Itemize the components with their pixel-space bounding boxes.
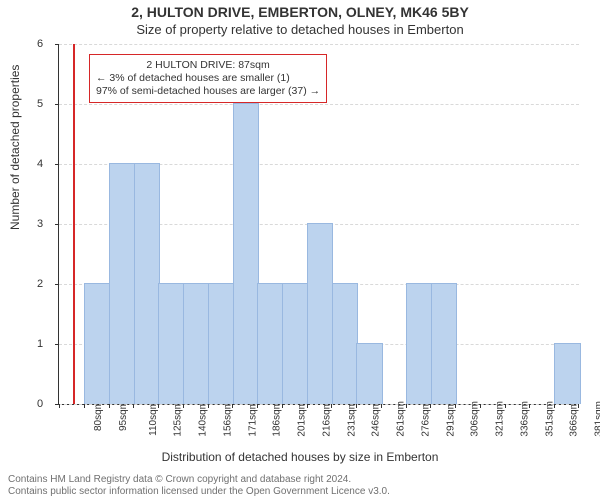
x-tick-mark [232, 404, 233, 408]
y-tick-mark [55, 104, 59, 105]
y-tick-mark [55, 224, 59, 225]
x-tick-mark [84, 404, 85, 408]
bar [183, 283, 209, 404]
y-tick-mark [55, 44, 59, 45]
x-tick-label: 80sqm [93, 401, 104, 431]
x-tick-mark [529, 404, 530, 408]
y-tick-label: 4 [37, 158, 43, 170]
x-tick-label: 110sqm [147, 401, 158, 436]
bar [257, 283, 283, 404]
y-tick-label: 1 [37, 338, 43, 350]
x-tick-mark [109, 404, 110, 408]
bar [233, 103, 259, 404]
bar [282, 283, 308, 404]
x-tick-mark [554, 404, 555, 408]
x-tick-mark [406, 404, 407, 408]
x-tick-label: 381sqm [594, 401, 600, 437]
bar [208, 283, 234, 404]
x-tick-mark [257, 404, 258, 408]
bar [84, 283, 110, 404]
attribution-footer: Contains HM Land Registry data © Crown c… [8, 474, 390, 498]
y-tick-label: 3 [37, 218, 43, 230]
plot-area: 012345680sqm95sqm110sqm125sqm140sqm156sq… [58, 44, 579, 405]
annotation-line: 97% of semi-detached houses are larger (… [96, 85, 320, 98]
y-tick-label: 6 [37, 38, 43, 50]
bar [431, 283, 457, 404]
y-axis-label: Number of detached properties [8, 65, 22, 230]
chart-container: { "title_main": "2, HULTON DRIVE, EMBERT… [0, 0, 600, 500]
bar [356, 343, 382, 404]
x-tick-mark [183, 404, 184, 408]
x-tick-mark [307, 404, 308, 408]
annotation-line: 2 HULTON DRIVE: 87sqm [96, 59, 320, 72]
x-tick-label: 95sqm [118, 401, 129, 431]
gridline [59, 44, 579, 45]
footer-line-2: Contains public sector information licen… [8, 486, 390, 498]
y-tick-mark [55, 284, 59, 285]
bar [554, 343, 580, 404]
x-tick-mark [505, 404, 506, 408]
x-tick-mark [59, 404, 60, 408]
x-axis-label: Distribution of detached houses by size … [0, 450, 600, 464]
chart-title-sub: Size of property relative to detached ho… [0, 22, 600, 37]
x-tick-mark [282, 404, 283, 408]
x-tick-mark [430, 404, 431, 408]
chart-title-main: 2, HULTON DRIVE, EMBERTON, OLNEY, MK46 5… [0, 4, 600, 20]
annotation-line: ← 3% of detached houses are smaller (1) [96, 72, 320, 85]
footer-line-1: Contains HM Land Registry data © Crown c… [8, 474, 390, 486]
y-tick-mark [55, 164, 59, 165]
bar [307, 223, 333, 404]
bar [134, 163, 160, 404]
x-tick-mark [331, 404, 332, 408]
x-tick-mark [455, 404, 456, 408]
y-tick-mark [55, 344, 59, 345]
x-tick-mark [158, 404, 159, 408]
x-tick-mark [381, 404, 382, 408]
x-tick-mark [480, 404, 481, 408]
x-tick-mark [208, 404, 209, 408]
bar [406, 283, 432, 404]
x-tick-mark [133, 404, 134, 408]
bar [332, 283, 358, 404]
x-tick-mark [578, 404, 579, 408]
y-tick-label: 2 [37, 278, 43, 290]
bar [109, 163, 135, 404]
annotation-box: 2 HULTON DRIVE: 87sqm← 3% of detached ho… [89, 54, 327, 103]
y-tick-label: 5 [37, 98, 43, 110]
y-tick-label: 0 [37, 398, 43, 410]
gridline [59, 104, 579, 105]
bar [158, 283, 184, 404]
x-tick-mark [356, 404, 357, 408]
reference-line [73, 44, 75, 404]
